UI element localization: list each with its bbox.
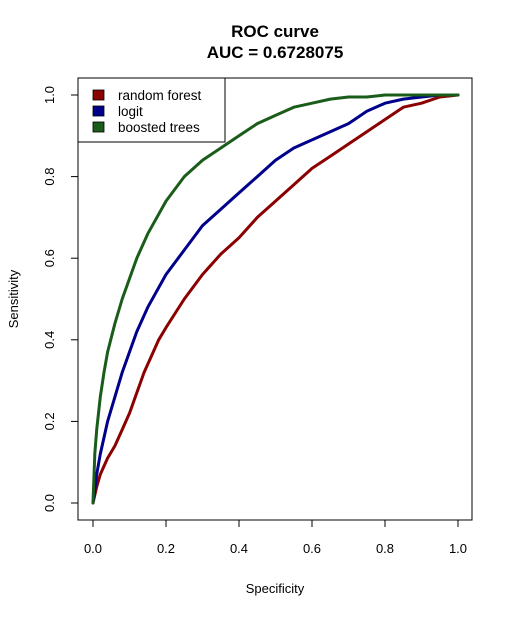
legend-label: boosted trees — [118, 120, 200, 135]
y-tick-label: 0.4 — [42, 331, 57, 349]
x-axis-label: Specificity — [246, 581, 305, 596]
x-tick-label: 0.0 — [84, 541, 102, 556]
series-line-logit — [91, 93, 460, 505]
legend-swatch — [92, 89, 105, 101]
series-line-random-forest — [91, 93, 460, 505]
legend-label: random forest — [118, 88, 202, 103]
legend-swatch — [92, 121, 105, 133]
y-tick-label: 0.8 — [42, 168, 57, 186]
x-tick-label: 0.2 — [157, 541, 175, 556]
x-axis: 0.0 0.2 0.4 0.6 0.8 1.0 — [84, 519, 467, 556]
series-line-boosted-trees — [91, 93, 460, 505]
y-axis: 0.0 0.2 0.4 0.6 0.8 1.0 — [42, 86, 79, 512]
chart-title: ROC curve — [231, 22, 319, 41]
series-layer — [91, 93, 460, 505]
x-tick-label: 0.8 — [376, 541, 394, 556]
x-tick-label: 0.6 — [303, 541, 321, 556]
legend-swatch — [92, 105, 105, 117]
y-tick-label: 0.2 — [42, 412, 57, 430]
chart-subtitle: AUC = 0.6728075 — [207, 43, 344, 62]
y-axis-label: Sensitivity — [6, 269, 21, 328]
plot-frame — [77, 77, 473, 521]
legend-label: logit — [118, 104, 143, 119]
x-tick-label: 0.4 — [230, 541, 248, 556]
y-tick-label: 0.6 — [42, 249, 57, 267]
x-tick-label: 1.0 — [449, 541, 467, 556]
y-tick-label: 0.0 — [42, 494, 57, 512]
y-tick-label: 1.0 — [42, 86, 57, 104]
